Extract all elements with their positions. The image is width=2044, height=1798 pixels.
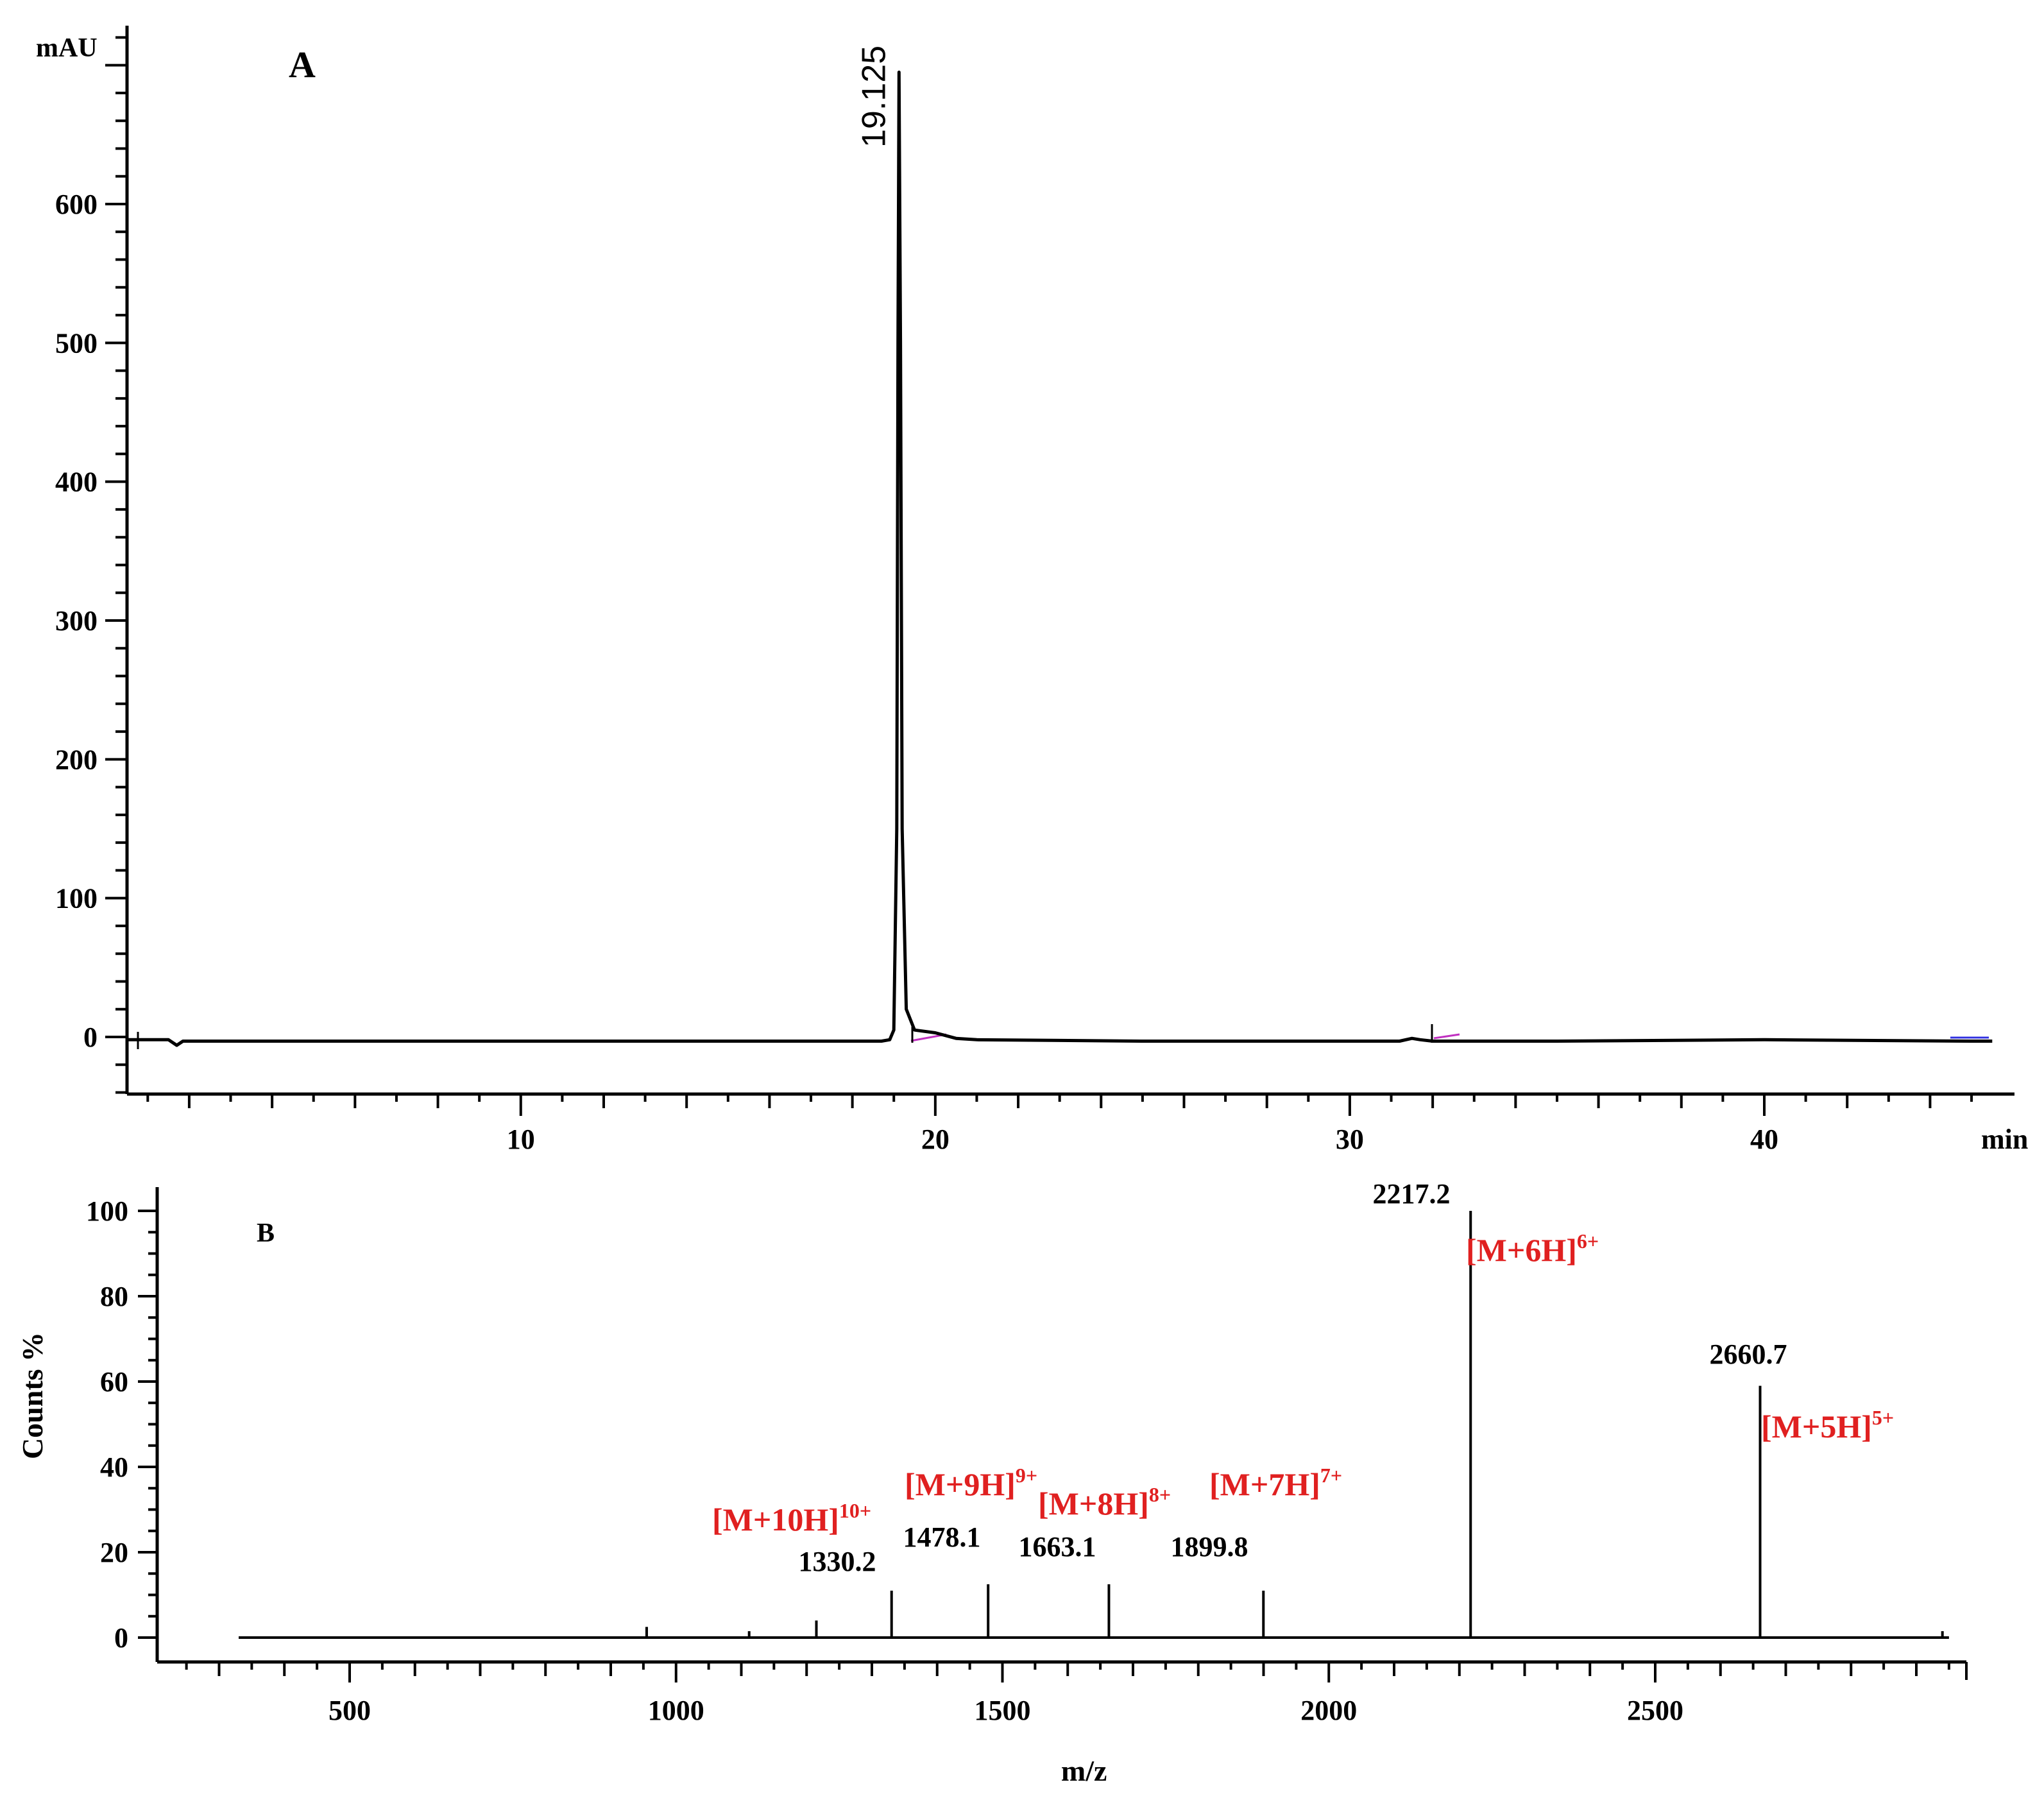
x-tick-label-b: 500 xyxy=(328,1695,371,1726)
y-tick-label-b: 40 xyxy=(100,1451,128,1483)
ion-charge-label: [M+10H]10+ xyxy=(712,1499,871,1537)
y-axis-label-a: mAU xyxy=(36,33,98,63)
x-axis-label-b: m/z xyxy=(1061,1754,1107,1787)
x-tick-label-b: 1000 xyxy=(648,1695,704,1726)
x-axis-label-a: min xyxy=(1981,1124,2028,1155)
x-tick-label-a: 40 xyxy=(1750,1124,1778,1155)
x-tick-label-b: 2000 xyxy=(1300,1695,1357,1726)
ion-charge-label: [M+8H]8+ xyxy=(1038,1483,1171,1521)
y-tick-label-b: 0 xyxy=(114,1622,128,1654)
y-axis-label-b: Counts % xyxy=(16,1332,49,1459)
y-tick-label-a: 200 xyxy=(55,744,98,775)
y-tick-label-a: 600 xyxy=(55,189,98,220)
chromatogram-trace xyxy=(127,71,1993,1047)
integration-baseline-a xyxy=(1433,1033,1460,1040)
panel-label-b: B xyxy=(257,1219,275,1248)
peak-mz-label: 1478.1 xyxy=(903,1521,981,1553)
y-tick-label-a: 500 xyxy=(55,327,98,359)
y-tick-label-a: 0 xyxy=(83,1022,98,1053)
x-tick-label-a: 30 xyxy=(1336,1124,1364,1155)
x-tick-label-a: 10 xyxy=(507,1124,535,1155)
peak-mz-label: 2660.7 xyxy=(1710,1339,1787,1370)
ion-charge-label: [M+5H]5+ xyxy=(1761,1406,1894,1444)
panel-label-a: A xyxy=(289,44,316,85)
y-tick-label-a: 400 xyxy=(55,467,98,498)
y-tick-label-a: 100 xyxy=(55,883,98,914)
mass-spectrum-panel-b: 0 20 40 60 80 100 500 1000 1500 2000 2500 m/z Counts… xyxy=(16,1178,1968,1787)
peak-mz-label: 2217.2 xyxy=(1373,1178,1451,1210)
peak-mz-label: 1330.2 xyxy=(799,1546,876,1577)
y-tick-label-b: 100 xyxy=(86,1195,128,1227)
x-tick-label-b: 2500 xyxy=(1627,1695,1683,1726)
ion-charge-label: [M+6H]6+ xyxy=(1466,1229,1599,1268)
chromatogram-panel-a: 0 100 200 300 400 500 600 10 20 30 40 mAU min A 19.125 xyxy=(36,26,2028,1155)
y-tick-label-b: 60 xyxy=(100,1366,128,1398)
ion-charge-label: [M+9H]9+ xyxy=(905,1464,1037,1502)
x-tick-label-a: 20 xyxy=(921,1124,950,1155)
y-tick-label-a: 300 xyxy=(55,605,98,637)
y-tick-label-b: 20 xyxy=(100,1537,128,1568)
peak-retention-time-label: 19.125 xyxy=(855,46,892,148)
peak-mz-label: 1663.1 xyxy=(1019,1531,1096,1563)
y-tick-label-b: 80 xyxy=(100,1281,128,1312)
x-tick-label-b: 1500 xyxy=(975,1695,1031,1726)
ion-charge-label: [M+7H]7+ xyxy=(1209,1464,1342,1502)
peak-mz-label: 1899.8 xyxy=(1171,1531,1248,1563)
